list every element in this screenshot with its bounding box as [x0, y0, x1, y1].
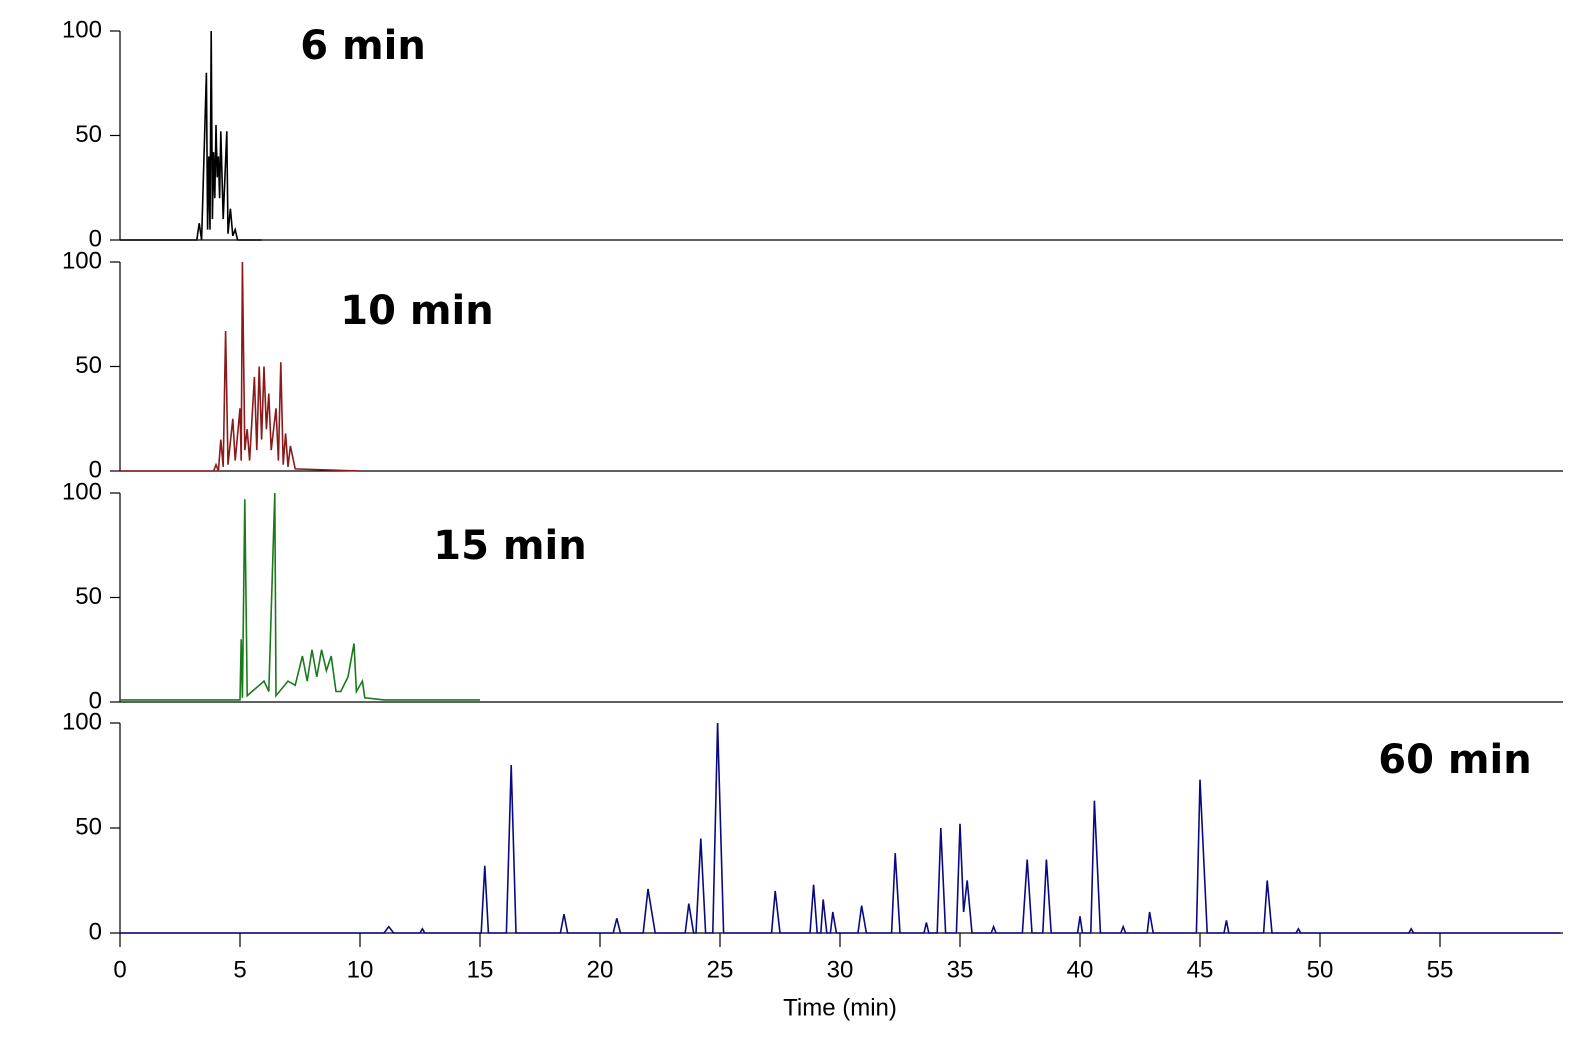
x-tick-label: 35: [947, 956, 974, 983]
y-tick-label: 50: [75, 352, 102, 379]
annotation: 15 min: [433, 523, 586, 569]
y-tick-label: 0: [89, 918, 102, 945]
x-tick-label: 50: [1307, 956, 1334, 983]
y-tick-label: 50: [75, 583, 102, 610]
annotation: 60 min: [1378, 737, 1531, 783]
trace: [120, 492, 480, 701]
y-tick-label: 50: [75, 121, 102, 148]
x-tick-label: 25: [707, 956, 734, 983]
y-tick-label: 100: [62, 16, 102, 43]
x-tick-label: 15: [467, 956, 494, 983]
y-tick-label: 100: [62, 708, 102, 735]
annotation: 6 min: [300, 23, 426, 69]
y-tick-label: 0: [89, 687, 102, 714]
x-tick-label: 5: [233, 956, 246, 983]
trace: [120, 722, 1560, 934]
y-tick-label: 0: [89, 456, 102, 483]
x-axis-label: Time (min): [783, 994, 897, 1021]
x-tick-label: 10: [347, 956, 374, 983]
trace: [120, 30, 262, 241]
x-tick-label: 55: [1427, 956, 1454, 983]
annotation: 10 min: [340, 288, 493, 334]
trace: [120, 261, 361, 472]
x-tick-label: 30: [827, 956, 854, 983]
y-tick-label: 50: [75, 813, 102, 840]
x-tick-label: 20: [587, 956, 614, 983]
y-tick-label: 100: [62, 478, 102, 505]
x-tick-label: 45: [1187, 956, 1214, 983]
x-tick-label: 0: [113, 956, 126, 983]
x-tick-label: 40: [1067, 956, 1094, 983]
y-tick-label: 100: [62, 247, 102, 274]
y-tick-label: 0: [89, 225, 102, 252]
